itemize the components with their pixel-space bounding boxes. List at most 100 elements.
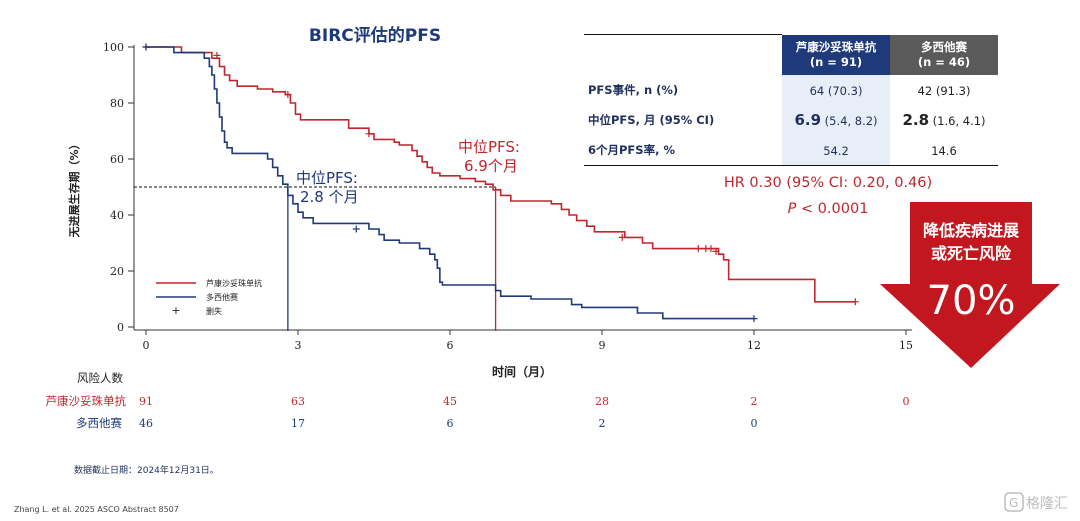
y-tick-label: 0 <box>117 321 124 334</box>
row-label-median: 中位PFS, 月 (95% CI) <box>588 113 715 127</box>
y-tick-label: 100 <box>103 41 124 54</box>
risk-counts: 91 63 45 28 2 0 46 17 6 2 0 <box>139 395 910 430</box>
arm1-n: (n = 91) <box>809 54 863 69</box>
median-arm2-main: 2.8 <box>902 111 930 129</box>
table-row: 中位PFS, 月 (95% CI) 6.9 (5.4, 8.2) 2.8 (1.… <box>584 105 998 135</box>
summary-table: 芦康沙妥珠单抗 (n = 91) 多西他赛 (n = 46) PFS事件, n (%… <box>584 34 998 166</box>
median-label-blue: 中位PFS: <box>296 169 358 187</box>
y-axis-label: 无进展生存期（%） <box>67 138 81 238</box>
censor-mark <box>365 130 373 138</box>
rate6-arm1: 54.2 <box>782 135 890 166</box>
median-arm2: 2.8 (1.6, 4.1) <box>890 105 998 135</box>
arrow-value: 70% <box>927 278 1016 324</box>
censor-mark <box>707 245 715 253</box>
median-arm1-ci: (5.4, 8.2) <box>821 114 878 128</box>
watermark-text: 格隆汇 <box>1026 496 1068 512</box>
censor-mark <box>694 245 702 253</box>
series-line-0 <box>146 46 856 303</box>
legend: 芦康沙妥珠单抗 多西他赛 + 删失 <box>156 278 262 317</box>
median-arm1: 6.9 (5.4, 8.2) <box>782 105 890 135</box>
arm2-n: (n = 46) <box>917 54 971 69</box>
row-label-6mo: 6个月PFS率, % <box>584 135 782 166</box>
events-arm1: 64 (70.3) <box>782 75 890 105</box>
events-arm2: 42 (91.3) <box>890 75 998 105</box>
risk-count: 28 <box>595 395 609 408</box>
events-arm1-sub: 64 (70.3) <box>809 84 863 98</box>
y-tick-label: 40 <box>110 209 124 222</box>
risk-count: 6 <box>447 417 454 430</box>
x-tick-label: 6 <box>447 339 454 352</box>
risk-count: 45 <box>443 395 457 408</box>
censor-mark <box>213 51 221 59</box>
row-label-events: PFS事件, n (%) <box>588 83 679 97</box>
x-tick-label: 15 <box>899 339 913 352</box>
reference: Zhang L. et al. 2025 ASCO Abstract 8507 <box>14 505 179 514</box>
arrow-line1: 降低疾病进展 <box>923 221 1020 240</box>
risk-count: 2 <box>599 417 606 430</box>
x-tick-label: 3 <box>295 339 302 352</box>
chart-title: BIRC评估的PFS <box>309 25 441 46</box>
legend-label-censor: 删失 <box>206 306 222 316</box>
risk-count: 2 <box>751 395 758 408</box>
median-annotation-blue: 中位PFS: 2.8 个月 <box>296 169 359 206</box>
risk-reduction-arrow: 降低疾病进展 或死亡风险 70% <box>880 202 1060 368</box>
median-label-red: 中位PFS: <box>458 138 520 156</box>
hr-text: HR 0.30 (95% CI: 0.20, 0.46) <box>724 175 932 191</box>
censor-mark <box>618 233 626 241</box>
series-line-1 <box>146 46 754 320</box>
watermark: G 格隆汇 <box>1004 492 1068 512</box>
legend-label-blue: 多西他赛 <box>206 292 238 302</box>
median-value-red: 6.9个月 <box>464 157 518 175</box>
censor-mark <box>142 43 150 51</box>
rate6-arm2: 14.6 <box>890 135 998 166</box>
footnote: 数据截止日期：2024年12月31日。 <box>74 464 219 476</box>
y-tick-label: 20 <box>110 265 124 278</box>
watermark-logo-icon <box>1004 492 1024 512</box>
median-lines <box>134 186 497 331</box>
median-value-blue: 2.8 个月 <box>300 188 359 206</box>
table-row: 6个月PFS率, % 54.2 14.6 <box>584 135 998 166</box>
x-tick-label: 9 <box>599 339 606 352</box>
risk-count: 0 <box>751 417 758 430</box>
watermark-logo-mark: G <box>1009 496 1018 510</box>
arrow-shape <box>880 202 1060 368</box>
rate6-arm1-sub: 54.2 <box>823 144 849 158</box>
censor-mark <box>712 247 720 255</box>
x-ticks: 0 3 6 9 12 15 <box>143 330 913 352</box>
legend-label-red: 芦康沙妥珠单抗 <box>206 278 262 288</box>
censor-mark <box>851 298 859 306</box>
summary-header-arm2: 多西他赛 (n = 46) <box>890 34 998 75</box>
legend-censor-marker: + <box>171 304 180 317</box>
summary-header-blank <box>584 34 782 75</box>
survival-curves <box>142 43 859 323</box>
risk-count: 46 <box>139 417 153 430</box>
p-symbol: P <box>788 201 797 217</box>
p-value-text: P < 0.0001 <box>788 201 869 217</box>
censor-mark <box>352 225 360 233</box>
x-tick-label: 0 <box>143 339 150 352</box>
risk-table: 风险人数 芦康沙妥珠单抗 多西他赛 91 63 45 28 2 0 46 17 6 2 0 <box>46 371 910 430</box>
censor-mark <box>750 315 758 323</box>
risk-count: 0 <box>903 395 910 408</box>
arm2-name: 多西他赛 <box>921 39 967 54</box>
x-tick-label: 12 <box>747 339 761 352</box>
y-tick-label: 60 <box>110 153 124 166</box>
p-value: < 0.0001 <box>796 201 868 217</box>
events-arm2-sub: 42 (91.3) <box>917 84 971 98</box>
censor-mark <box>284 91 292 99</box>
arm1-name: 芦康沙妥珠单抗 <box>795 39 877 54</box>
risk-count: 91 <box>139 395 153 408</box>
arrow-line2: 或死亡风险 <box>931 244 1012 263</box>
median-annotation-red: 中位PFS: 6.9个月 <box>458 138 520 175</box>
rate6-arm2-sub: 14.6 <box>931 144 957 158</box>
median-arm2-ci: (1.6, 4.1) <box>929 114 986 128</box>
x-axis-label: 时间（月） <box>492 364 552 379</box>
risk-row-label-blue: 多西他赛 <box>76 416 122 430</box>
risk-count: 17 <box>291 417 305 430</box>
summary-header-arm1: 芦康沙妥珠单抗 (n = 91) <box>782 34 890 75</box>
median-arm1-main: 6.9 <box>794 111 822 129</box>
table-row: PFS事件, n (%) 64 (70.3) 42 (91.3) <box>584 75 998 105</box>
y-ticks: 0 20 40 60 80 100 <box>103 41 134 334</box>
risk-table-title: 风险人数 <box>77 371 123 385</box>
